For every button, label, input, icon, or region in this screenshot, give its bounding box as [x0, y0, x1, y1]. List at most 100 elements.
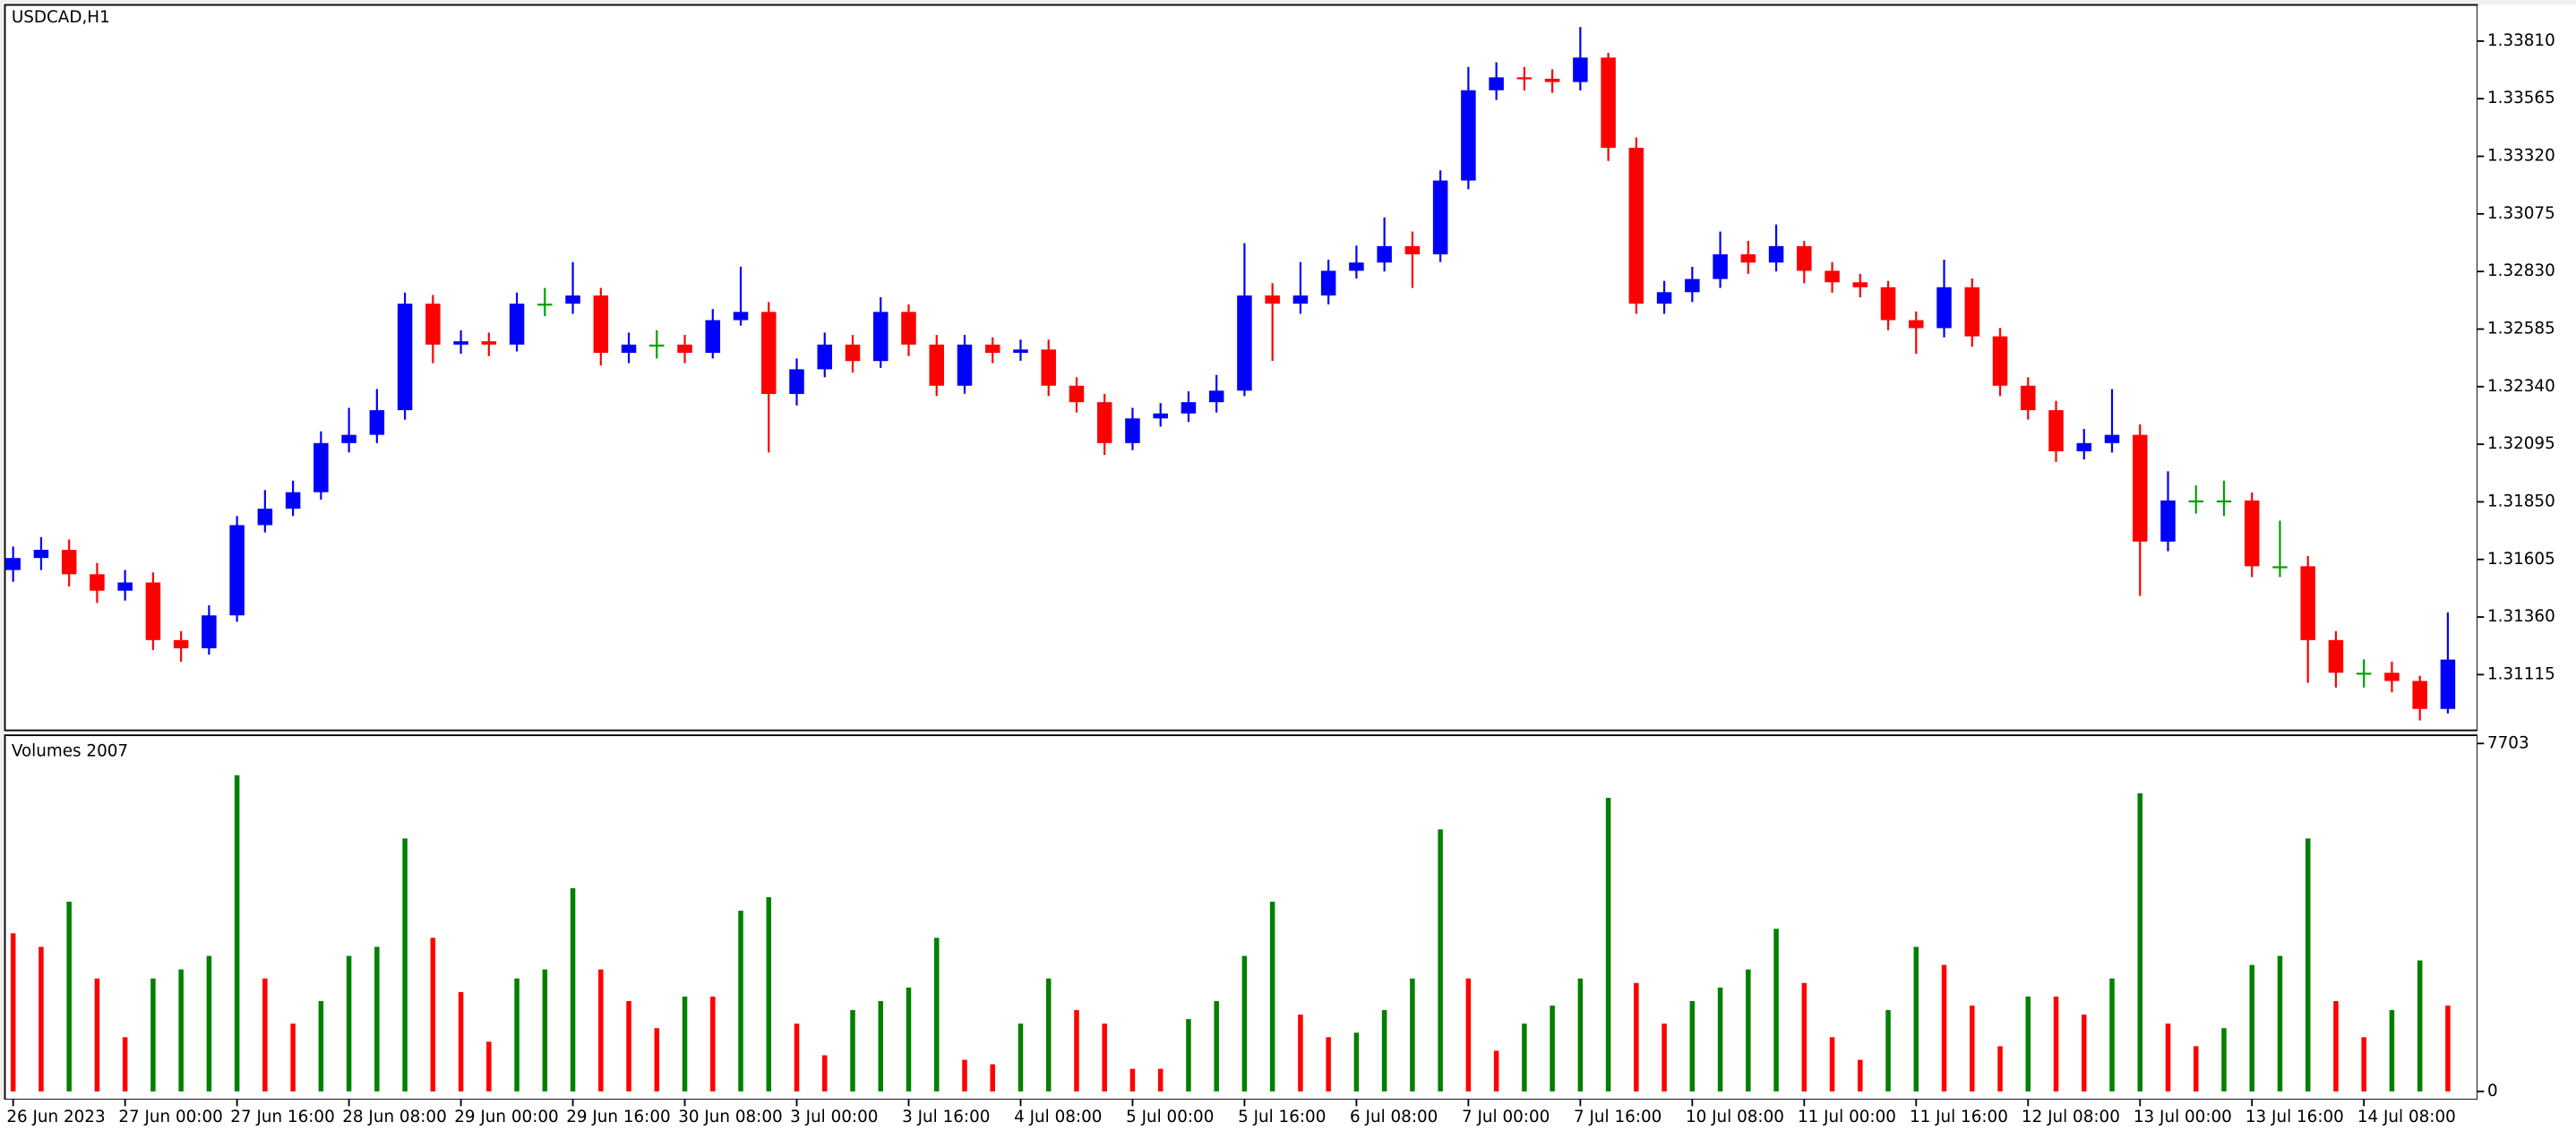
- candle-body: [2440, 659, 2456, 709]
- volume-bar: [1577, 978, 1584, 1092]
- candle-body: [1292, 295, 1309, 304]
- volume-bar: [1746, 969, 1751, 1092]
- price-title: USDCAD,H1: [12, 8, 110, 27]
- x-tick-label: 3 Jul 00:00: [790, 1108, 878, 1126]
- volume-bar: [738, 911, 743, 1092]
- volume-bar: [906, 987, 912, 1092]
- volume-bar: [1913, 946, 1919, 1092]
- y-tick-label: 1.33810: [2487, 31, 2555, 50]
- volume-bar: [1269, 901, 1275, 1092]
- volume-bar: [1773, 929, 1779, 1092]
- candle-body: [2076, 442, 2092, 452]
- volume-bar: [206, 955, 212, 1092]
- y-tick-label: 1.31360: [2487, 607, 2555, 626]
- x-tick-label: 5 Jul 00:00: [1126, 1108, 1214, 1126]
- x-tick-label: 26 Jun 2023: [6, 1108, 105, 1126]
- volume-bar: [962, 1059, 967, 1092]
- candle-body: [593, 295, 609, 354]
- candle-body: [1404, 245, 1421, 255]
- y-tick-label: 1.32095: [2487, 434, 2555, 453]
- candle-body: [90, 574, 105, 591]
- candle-body: [1909, 320, 1924, 329]
- candle-body: [117, 582, 133, 591]
- x-tick-label: 11 Jul 00:00: [1798, 1108, 1896, 1126]
- x-tick-label: 5 Jul 16:00: [1238, 1108, 1326, 1126]
- y-tick-label: 1.31605: [2487, 550, 2555, 569]
- candle-body: [2104, 434, 2120, 443]
- time-scale: [0, 1100, 2576, 1139]
- candle-body: [481, 341, 497, 345]
- candle-body: [984, 344, 1000, 354]
- volume-bar: [933, 938, 940, 1092]
- volume-bar: [1970, 1006, 1975, 1092]
- candle-body: [733, 312, 749, 321]
- candle-body: [1516, 77, 1533, 80]
- volume-bar: [1381, 1010, 1387, 1092]
- y-tick-label: 1.31115: [2487, 664, 2555, 683]
- x-tick-label: 7 Jul 00:00: [1462, 1108, 1550, 1126]
- volume-bar: [402, 838, 408, 1092]
- volume-bar: [682, 996, 688, 1092]
- candle-body: [2188, 500, 2203, 503]
- volume-bar: [1465, 978, 1472, 1092]
- volume-bar: [766, 896, 772, 1092]
- candle-body: [677, 344, 692, 354]
- volume-bar: [1102, 1023, 1107, 1092]
- volume-bar: [2305, 838, 2311, 1092]
- candle-body: [1713, 254, 1728, 279]
- candle-body: [901, 312, 916, 345]
- candle-body: [1544, 78, 1560, 82]
- candle-body: [1153, 413, 1168, 419]
- candle-body: [5, 558, 21, 570]
- y-tick-label: 1.31850: [2487, 492, 2555, 510]
- volume-bar: [878, 1000, 884, 1092]
- volume-bar: [2137, 792, 2142, 1092]
- candle-body: [1880, 287, 1896, 321]
- candle-body: [1181, 402, 1197, 414]
- volume-bar: [514, 978, 519, 1092]
- candle-body: [397, 304, 413, 411]
- volume-bar: [2109, 978, 2115, 1092]
- candle-body: [1208, 390, 1224, 403]
- volume-bar: [1829, 1037, 1835, 1092]
- volume-bar: [1997, 1046, 2003, 1092]
- candle-body: [1237, 295, 1252, 391]
- candle-body: [257, 509, 273, 526]
- candle-body: [1964, 287, 1980, 337]
- candle-body: [1936, 287, 1952, 329]
- candle-body: [369, 410, 385, 435]
- volume-bar: [374, 946, 380, 1092]
- volume-bar: [2333, 1000, 2339, 1092]
- y-tick-label: 1.33565: [2487, 89, 2555, 107]
- candle-body: [1069, 385, 1085, 403]
- volume-bar: [1493, 1050, 1499, 1092]
- candle-body: [33, 550, 49, 559]
- candle-body: [1656, 292, 1672, 304]
- candle-body: [1628, 148, 1644, 304]
- candle-body: [145, 582, 161, 640]
- candle-body: [425, 304, 441, 345]
- candle-body: [1601, 57, 1616, 149]
- x-tick-label: 11 Jul 16:00: [1910, 1108, 2008, 1126]
- candle-body: [1489, 77, 1504, 90]
- candle-body: [872, 312, 889, 362]
- volume-bar: [598, 969, 604, 1092]
- candle-body: [2021, 385, 2036, 411]
- volume-bar: [234, 775, 240, 1092]
- candle-body: [2244, 500, 2260, 567]
- x-tick-label: 12 Jul 08:00: [2022, 1108, 2120, 1126]
- volume-bar: [794, 1023, 800, 1092]
- candle-body: [1852, 282, 1868, 287]
- volume-bar: [1241, 955, 1248, 1092]
- volume-bar: [2277, 955, 2283, 1092]
- volume-bar: [66, 901, 72, 1092]
- volume-bar: [1941, 964, 1947, 1092]
- price-scale: [2477, 4, 2576, 1100]
- volume-bar: [710, 996, 716, 1092]
- volume-bar: [1885, 1010, 1891, 1092]
- volume-bar: [458, 991, 464, 1092]
- candle-body: [453, 341, 468, 345]
- volume-bar: [1045, 978, 1052, 1092]
- volume-bar: [122, 1037, 128, 1092]
